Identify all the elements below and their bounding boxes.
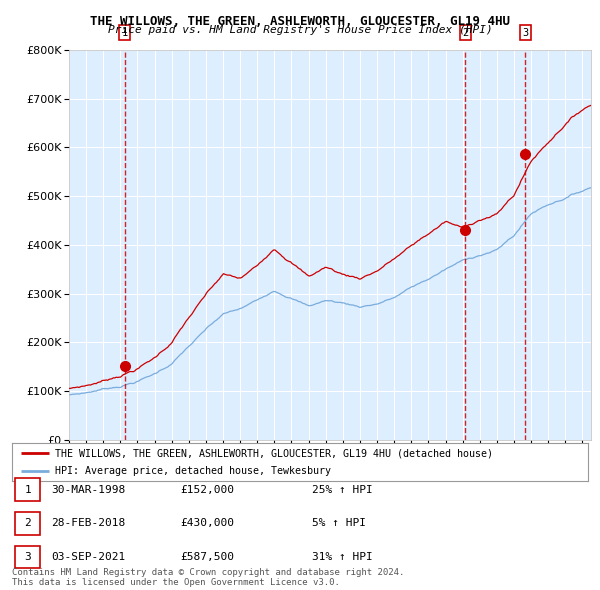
- Text: 2: 2: [24, 519, 31, 528]
- Text: 3: 3: [24, 552, 31, 562]
- Text: 03-SEP-2021: 03-SEP-2021: [51, 552, 125, 562]
- Text: THE WILLOWS, THE GREEN, ASHLEWORTH, GLOUCESTER, GL19 4HU: THE WILLOWS, THE GREEN, ASHLEWORTH, GLOU…: [90, 15, 510, 28]
- Text: 1: 1: [24, 485, 31, 494]
- Text: HPI: Average price, detached house, Tewkesbury: HPI: Average price, detached house, Tewk…: [55, 466, 331, 476]
- Text: Price paid vs. HM Land Registry's House Price Index (HPI): Price paid vs. HM Land Registry's House …: [107, 25, 493, 35]
- Text: 25% ↑ HPI: 25% ↑ HPI: [312, 485, 373, 494]
- Text: £587,500: £587,500: [180, 552, 234, 562]
- Text: 30-MAR-1998: 30-MAR-1998: [51, 485, 125, 494]
- Text: THE WILLOWS, THE GREEN, ASHLEWORTH, GLOUCESTER, GL19 4HU (detached house): THE WILLOWS, THE GREEN, ASHLEWORTH, GLOU…: [55, 448, 493, 458]
- Text: Contains HM Land Registry data © Crown copyright and database right 2024.: Contains HM Land Registry data © Crown c…: [12, 568, 404, 577]
- Text: £152,000: £152,000: [180, 485, 234, 494]
- Text: 28-FEB-2018: 28-FEB-2018: [51, 519, 125, 528]
- Text: 1: 1: [121, 28, 128, 38]
- Text: This data is licensed under the Open Government Licence v3.0.: This data is licensed under the Open Gov…: [12, 578, 340, 587]
- Text: £430,000: £430,000: [180, 519, 234, 528]
- Text: 5% ↑ HPI: 5% ↑ HPI: [312, 519, 366, 528]
- Text: 2: 2: [462, 28, 469, 38]
- Text: 3: 3: [523, 28, 529, 38]
- Text: 31% ↑ HPI: 31% ↑ HPI: [312, 552, 373, 562]
